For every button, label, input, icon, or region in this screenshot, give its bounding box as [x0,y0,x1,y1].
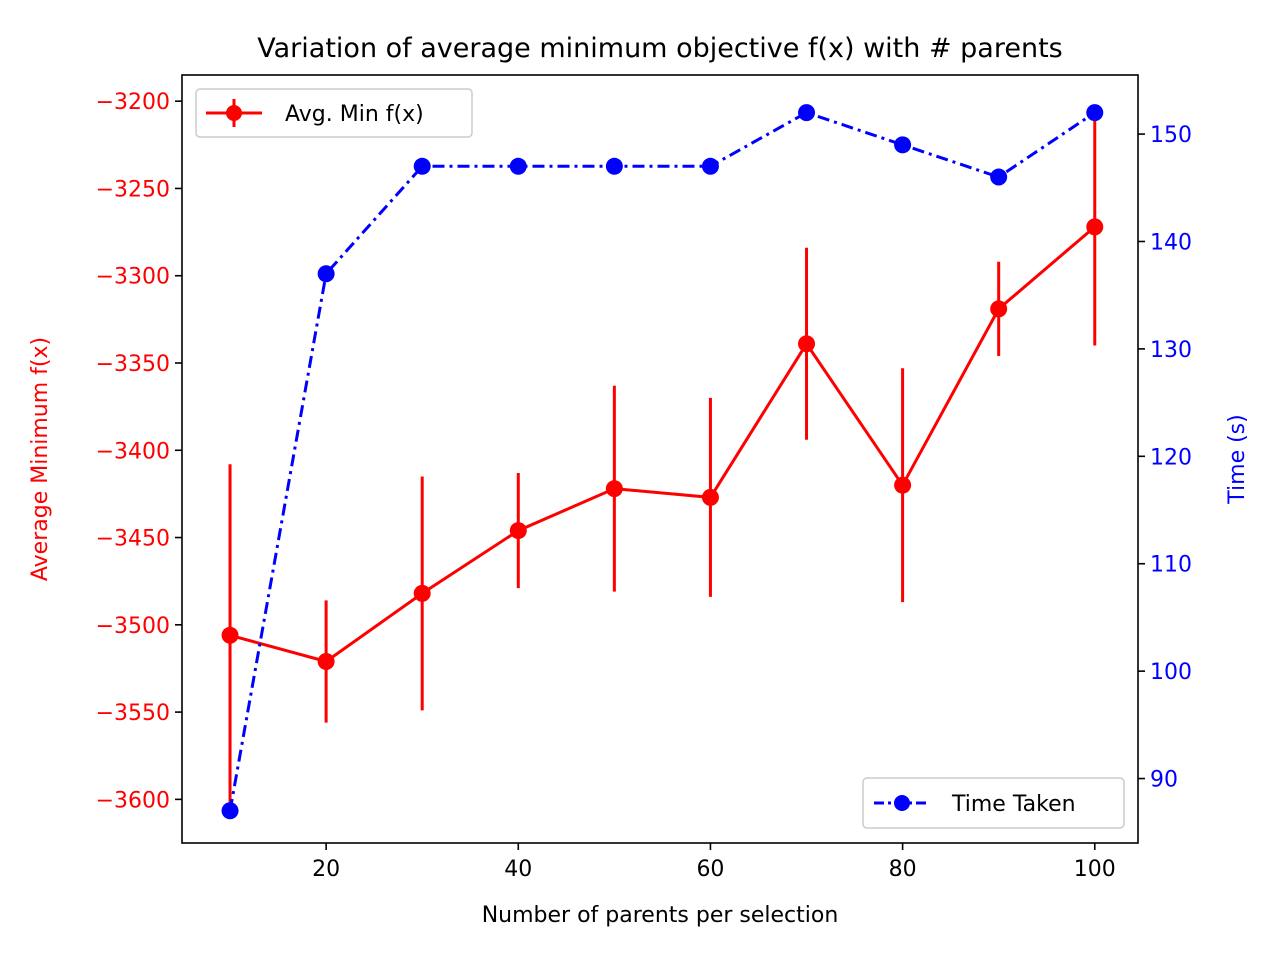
time-taken-point [798,104,816,122]
x-axis-label: Number of parents per selection [482,903,839,928]
y-left-tick-label: −3550 [96,701,170,726]
y-left-tick-label: −3400 [96,439,170,464]
y-left-tick-label: −3600 [96,788,170,813]
avg-min-point [894,476,912,494]
legend-right-box [862,777,1125,829]
time-taken-point [317,265,335,283]
time-taken-point [701,157,719,175]
time-taken-point [894,136,912,154]
legend-left-label: Avg. Min f(x) [285,102,424,127]
avg-min-point [798,335,816,353]
avg-min-point [605,480,623,498]
time-taken-point [221,802,239,820]
y-left-tick-label: −3200 [96,90,170,115]
x-tick-label: 40 [504,857,532,882]
y-right-tick-label: 100 [1150,660,1192,685]
legend-left-box [195,88,473,138]
y-axis-label-right: Time (s) [1225,414,1250,504]
legend-left: Avg. Min f(x) [195,88,473,138]
chart-title: Variation of average minimum objective f… [257,33,1062,64]
avg-min-point [701,488,719,506]
avg-min-point [221,626,239,644]
y-left-tick-label: −3350 [96,352,170,377]
legend-right-label: Time Taken [951,792,1076,817]
y-right-tick-label: 140 [1150,230,1192,255]
x-tick-label: 20 [312,857,340,882]
y-left-tick-label: −3300 [96,265,170,290]
plot-frame [181,74,1139,844]
y-left-tick-label: −3500 [96,614,170,639]
time-taken-point [605,157,623,175]
time-taken-point [509,157,527,175]
avg-min-point [990,300,1008,318]
y-left-tick-label: −3250 [96,177,170,202]
y-axis-label-left: Average Minimum f(x) [28,337,53,581]
time-taken-line [228,110,1096,812]
avg-min-point [317,652,335,670]
y-right-tick-label: 90 [1150,768,1178,793]
plot-area [221,104,1104,820]
y-right-tick-label: 130 [1150,338,1192,363]
avg-min-point [1086,218,1104,236]
avg-min-line [229,225,1096,664]
legend-right: Time Taken [862,777,1125,829]
axes: 20 40 60 80 100 −3200 −3250 −3300 −3350 −3400 −345… [96,90,1192,882]
y-right-tick-label: 150 [1150,123,1192,148]
time-taken-point [1086,104,1104,122]
y-right-tick-label: 110 [1150,553,1192,578]
legend-left-marker [226,105,242,121]
y-right-tick-label: 120 [1150,445,1192,470]
x-tick-label: 80 [889,857,917,882]
x-tick-label: 100 [1074,857,1116,882]
time-taken-point [990,168,1008,186]
avg-min-point [413,584,431,602]
avg-min-point [509,522,527,540]
y-left-tick-label: −3450 [96,527,170,552]
legend-right-marker [894,795,910,811]
x-tick-label: 60 [696,857,724,882]
time-taken-point [413,157,431,175]
